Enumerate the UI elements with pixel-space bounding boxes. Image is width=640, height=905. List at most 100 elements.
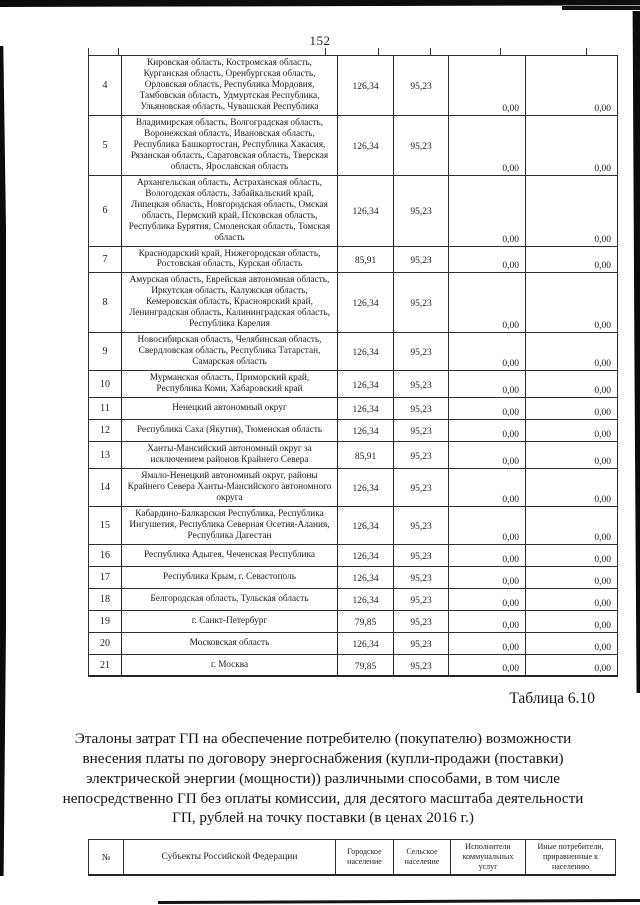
tariff-table-continuation: 4 Кировская область, Костромская область,…	[88, 55, 618, 678]
table-row: 18 Белгородская область, Тульская область…	[88, 587, 618, 611]
table-row: 21 г. Москва 79,85 95,23 0,00 0,00	[88, 653, 618, 677]
row-regions: Московская область	[121, 631, 338, 655]
row-rural-value: 95,23	[393, 397, 449, 421]
row-other-value: 0,00	[525, 505, 618, 545]
row-utility-value: 0,00	[448, 543, 526, 567]
scan-artifact-top-right-bar	[562, 6, 640, 10]
header-utility-providers: Исполнители коммунальных услуг	[450, 839, 526, 876]
row-rural-value: 95,23	[393, 55, 449, 116]
row-urban-value: 85,91	[337, 245, 394, 274]
row-other-value: 0,00	[525, 587, 618, 611]
row-urban-value: 126,34	[337, 565, 394, 589]
row-rural-value: 95,23	[393, 114, 449, 176]
row-urban-value: 126,34	[337, 174, 394, 247]
row-urban-value: 126,34	[337, 370, 394, 399]
header-urban-population: Городское население	[335, 839, 394, 876]
row-number: 18	[88, 587, 122, 611]
row-utility-value: 0,00	[448, 631, 526, 655]
row-other-value: 0,00	[525, 565, 618, 589]
row-regions: Кировская область, Костромская область, …	[121, 55, 338, 116]
row-other-value: 0,00	[525, 653, 618, 677]
section-title: Эталоны затрат ГП на обеспечение потреби…	[62, 730, 584, 827]
row-other-value: 0,00	[525, 114, 618, 176]
row-regions: Республика Крым, г. Севастополь	[121, 565, 338, 589]
table-row: 20 Московская область 126,34 95,23 0,00 0,00	[88, 631, 618, 655]
row-regions: г. Санкт-Петербург	[121, 609, 338, 633]
row-regions: Белгородская область, Тульская область	[121, 587, 338, 611]
scan-artifact-left-strip	[0, 46, 6, 876]
row-utility-value: 0,00	[448, 272, 526, 334]
row-utility-value: 0,00	[448, 245, 526, 274]
row-utility-value: 0,00	[448, 587, 526, 611]
row-urban-value: 126,34	[337, 543, 394, 567]
row-number: 19	[88, 609, 122, 633]
row-number: 4	[88, 55, 122, 116]
row-rural-value: 95,23	[393, 543, 449, 567]
table-row: 19 г. Санкт-Петербург 79,85 95,23 0,00 0,00	[88, 609, 618, 633]
header-federal-subjects: Субъекты Российской Федерации	[123, 839, 336, 876]
row-number: 16	[88, 543, 122, 567]
row-urban-value: 126,34	[337, 468, 394, 507]
row-other-value: 0,00	[525, 441, 618, 470]
row-number: 7	[88, 245, 122, 274]
row-regions: Ханты-Мансийский автономный округ за иск…	[121, 441, 338, 470]
row-utility-value: 0,00	[448, 565, 526, 589]
row-rural-value: 95,23	[393, 565, 449, 589]
row-utility-value: 0,00	[448, 419, 526, 443]
row-number: 10	[88, 370, 122, 399]
row-utility-value: 0,00	[448, 174, 526, 247]
row-regions: Мурманская область, Приморский край, Рес…	[121, 370, 338, 399]
row-utility-value: 0,00	[448, 55, 526, 116]
table-row: 14 Ямало-Ненецкий автономный округ, район…	[88, 468, 618, 507]
scan-artifact-bottom-line	[157, 898, 640, 905]
row-urban-value: 79,85	[337, 609, 394, 633]
row-utility-value: 0,00	[448, 468, 526, 507]
row-rural-value: 95,23	[393, 631, 449, 655]
table-row: 6 Архангельская область, Астраханская обл…	[88, 174, 618, 247]
table-row: 15 Кабардино-Балкарская Республика, Респу…	[88, 505, 618, 545]
row-regions: Ненецкий автономный округ	[121, 397, 338, 421]
row-number: 17	[88, 565, 122, 589]
row-other-value: 0,00	[525, 245, 618, 274]
table-row: 11 Ненецкий автономный округ 126,34 95,23 0,…	[88, 397, 618, 421]
row-number: 8	[88, 272, 122, 334]
row-other-value: 0,00	[525, 419, 618, 443]
row-other-value: 0,00	[525, 631, 618, 655]
row-utility-value: 0,00	[448, 653, 526, 677]
table-row: 16 Республика Адыгея, Чеченская Республик…	[88, 543, 618, 567]
row-number: 9	[88, 332, 122, 372]
row-utility-value: 0,00	[448, 114, 526, 176]
table-row: 5 Владимирская область, Волгоградская обл…	[88, 114, 618, 176]
row-rural-value: 95,23	[393, 653, 449, 677]
row-number: 13	[88, 441, 122, 470]
table-row: 8 Амурская область, Еврейская автономная …	[88, 272, 618, 334]
row-number: 20	[88, 631, 122, 655]
regions-table-body: 4 Кировская область, Костромская область,…	[88, 55, 618, 677]
row-utility-value: 0,00	[448, 332, 526, 372]
table-row: 13 Ханты-Мансийский автономный округ за и…	[88, 441, 618, 470]
table-continuation-ticks	[88, 48, 587, 55]
table-row: 12 Республика Саха (Якутия), Тюменская об…	[88, 419, 618, 443]
header-number: №	[88, 839, 124, 876]
table-row: 10 Мурманская область, Приморский край, Р…	[88, 370, 618, 399]
row-regions: Кабардино-Балкарская Республика, Республ…	[121, 505, 338, 545]
row-number: 21	[88, 653, 122, 677]
row-urban-value: 126,34	[337, 272, 394, 334]
row-number: 12	[88, 419, 122, 443]
row-urban-value: 79,85	[337, 653, 394, 677]
row-urban-value: 85,91	[337, 441, 394, 470]
row-utility-value: 0,00	[448, 441, 526, 470]
row-regions: Новосибирская область, Челябинская облас…	[121, 332, 338, 372]
row-other-value: 0,00	[525, 609, 618, 633]
row-rural-value: 95,23	[393, 587, 449, 611]
page-number: 152	[309, 33, 331, 48]
table-row: 17 Республика Крым, г. Севастополь 126,34 9…	[88, 565, 618, 589]
row-other-value: 0,00	[525, 332, 618, 372]
row-urban-value: 126,34	[337, 587, 394, 611]
row-utility-value: 0,00	[448, 609, 526, 633]
row-regions: Краснодарский край, Нижегородская област…	[121, 245, 338, 274]
header-row: № Субъекты Российской Федерации Городско…	[88, 839, 616, 876]
row-number: 6	[88, 174, 122, 247]
table-caption: Таблица 6.10	[509, 690, 595, 708]
